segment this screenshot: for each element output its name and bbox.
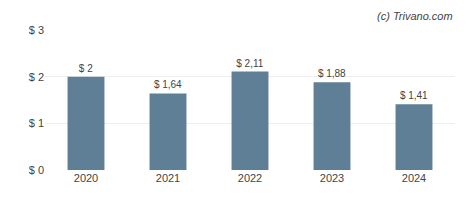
svg-text:$ 2: $ 2	[29, 71, 44, 83]
svg-text:$ 2,11: $ 2,11	[236, 58, 263, 69]
svg-text:2021: 2021	[156, 172, 180, 184]
svg-text:$ 1,41: $ 1,41	[400, 90, 428, 101]
svg-text:$ 2: $ 2	[79, 63, 93, 74]
svg-text:$ 1,88: $ 1,88	[318, 68, 346, 79]
svg-text:(c) Trivano.com: (c) Trivano.com	[377, 10, 453, 22]
svg-text:$ 0: $ 0	[29, 164, 44, 176]
svg-text:2023: 2023	[320, 172, 344, 184]
svg-text:2022: 2022	[238, 172, 262, 184]
svg-text:$ 1,64: $ 1,64	[154, 79, 182, 90]
svg-text:$ 1: $ 1	[29, 117, 44, 129]
svg-text:2020: 2020	[74, 172, 98, 184]
svg-text:$ 3: $ 3	[29, 24, 44, 36]
svg-text:2024: 2024	[402, 172, 426, 184]
